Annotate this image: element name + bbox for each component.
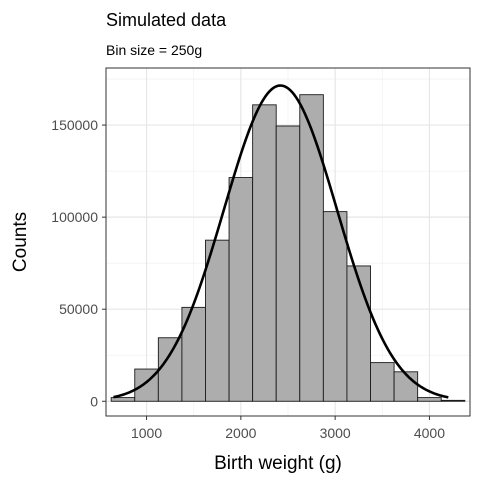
normal-curve [113,84,449,399]
histogram-bar [205,239,230,402]
chart-title: Simulated data [106,10,227,30]
x-axis-label: Birth weight (g) [214,453,342,474]
histogram-bar [370,362,395,402]
plot-panel [105,67,471,417]
y-tick-label: 100000 [51,209,98,225]
x-tick-label: 1000 [131,425,162,441]
chart-subtitle: Bin size = 250g [106,42,202,58]
y-axis: 0 50000 100000 150000 [51,117,106,409]
x-axis: 1000 2000 3000 4000 [131,416,445,441]
histogram-bars [110,94,466,402]
histogram-bar [252,104,277,402]
x-tick-label: 3000 [320,425,351,441]
y-axis-label: Counts [10,212,31,272]
histogram-bar [393,371,419,402]
histogram-bar [440,399,466,402]
y-tick-label: 0 [90,393,98,409]
x-tick-label: 2000 [225,425,256,441]
y-tick-label: 150000 [51,117,98,133]
histogram-bar [275,125,301,402]
histogram-bar [228,177,254,402]
panel-border [105,67,471,417]
x-tick-label: 4000 [414,425,445,441]
histogram-bar [346,265,371,402]
histogram-bar [417,397,442,402]
y-tick-label: 50000 [59,301,98,317]
histogram-bar [322,211,348,402]
histogram-bar [299,94,324,402]
histogram-bar [157,337,183,402]
